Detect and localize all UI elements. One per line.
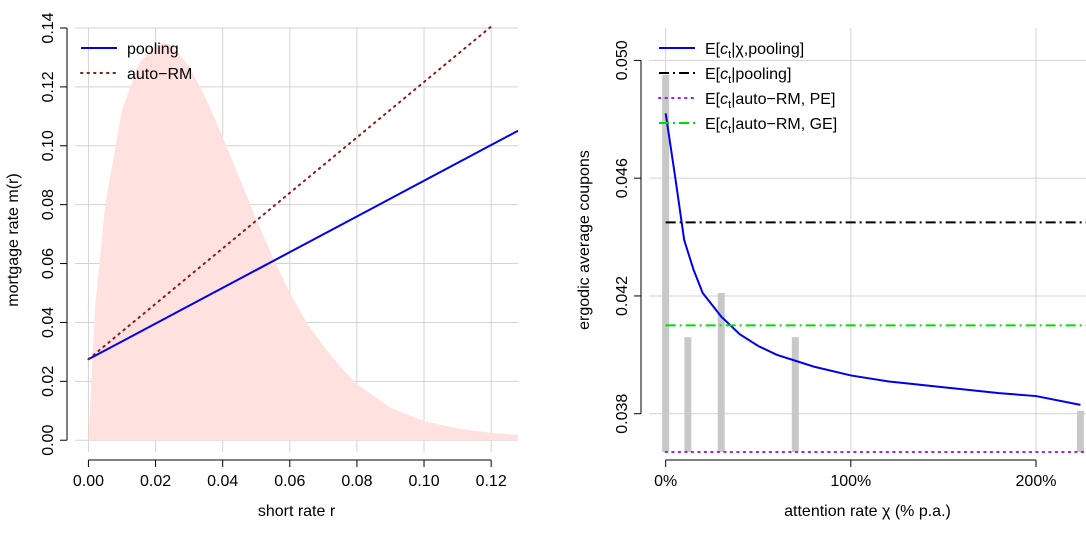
x-tick-label: 0.10 [408, 473, 439, 490]
y-tick-label: 0.12 [40, 71, 57, 102]
x-axis-label: short rate r [258, 503, 336, 520]
y-axis-label: ergodic average coupons [576, 150, 593, 330]
y-tick-label: 0.14 [40, 12, 57, 43]
legend-label-1: auto−RM [127, 66, 192, 83]
legend-label-1: E[ct|pooling] [705, 66, 791, 86]
legend-label-0: pooling [127, 41, 179, 58]
x-axis-label: attention rate χ (% p.a.) [784, 503, 951, 520]
x-tick-label: 200% [1016, 473, 1057, 490]
x-tick-label: 0.08 [341, 473, 372, 490]
panel-ergodic-coupons: 0% 100% 200% 0.038 0.042 0.046 0.050 attention … [576, 28, 1086, 520]
x-tick-label: 100% [830, 473, 871, 490]
y-tick-label: 0.10 [40, 130, 57, 161]
panel-mortgage-rate: 0.00 0.02 0.04 0.06 0.08 0.10 0.12 0.00 0.02 0.04… [5, 12, 519, 520]
y-tick-label: 0.042 [614, 276, 631, 316]
series-line-0 [87, 129, 519, 361]
legend-label-3: E[ct|auto−RM, GE] [705, 116, 837, 136]
y-tick-label: 0.00 [40, 425, 57, 456]
density-area [88, 42, 518, 441]
y-tick-label: 0.04 [40, 307, 57, 338]
x-tick-label: 0% [654, 473, 677, 490]
y-axis-label: mortgage rate m(r) [5, 173, 22, 306]
series-line-1 [87, 25, 493, 361]
x-tick-label: 0.12 [476, 473, 507, 490]
y-tick-label: 0.08 [40, 189, 57, 220]
legend-label-2: E[ct|auto−RM, PE] [705, 91, 835, 111]
x-tick-label: 0.04 [207, 473, 238, 490]
x-tick-label: 0.06 [274, 473, 305, 490]
y-tick-label: 0.046 [614, 158, 631, 198]
y-tick-label: 0.06 [40, 248, 57, 279]
y-tick-label: 0.050 [614, 40, 631, 80]
legend: E[ct|χ,pooling] E[ct|pooling] E[ct|auto−RM… [658, 41, 837, 136]
legend: pooling auto−RM [80, 41, 192, 83]
x-tick-label: 0.02 [140, 473, 171, 490]
y-tick-label: 0.038 [614, 394, 631, 434]
legend-label-0: E[ct|χ,pooling] [705, 41, 804, 61]
series-line-0 [664, 113, 1081, 406]
x-tick-label: 0.00 [73, 473, 104, 490]
y-tick-label: 0.02 [40, 366, 57, 397]
